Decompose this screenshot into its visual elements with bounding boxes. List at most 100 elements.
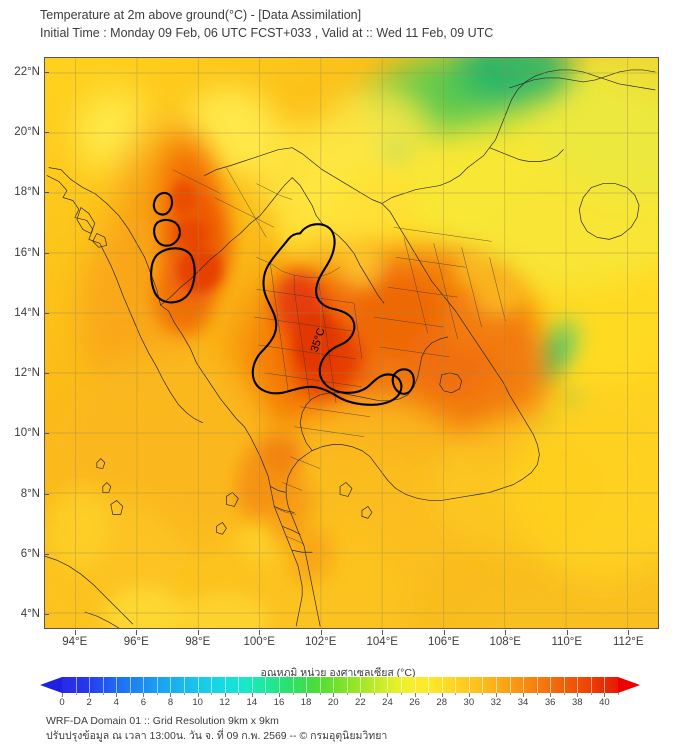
x-tick-mark	[505, 630, 507, 635]
x-tick-mark	[259, 630, 261, 635]
colorbar-tick-label: 30	[463, 697, 475, 708]
colorbar-segment-separator	[75, 677, 77, 693]
colorbar-minor-tick	[184, 693, 186, 695]
colorbar-tick-label: 8	[167, 697, 174, 708]
colorbar-extend-high	[618, 677, 640, 693]
colorbar-tick-mark	[197, 693, 199, 697]
colorbar-segment-separator	[170, 677, 172, 693]
colorbar-segment-separator	[224, 677, 226, 693]
colorbar-tick-mark	[577, 693, 579, 697]
colorbar-segment-separator	[373, 677, 375, 693]
colorbar-minor-tick	[482, 693, 484, 695]
y-tick-label: 20°N	[14, 126, 40, 139]
x-tick-label: 98°E	[185, 636, 211, 648]
colorbar-segment-separator	[278, 677, 280, 693]
colorbar-tick-label: 20	[327, 697, 339, 708]
colorbar-title: อุณหภูมิ หน่วย องศาเซลเซียส (°C)	[260, 667, 416, 679]
x-tick-label: 112°E	[612, 636, 644, 648]
colorbar-minor-tick	[536, 693, 538, 695]
colorbar-tick-mark	[523, 693, 525, 697]
colorbar-minor-tick	[428, 693, 430, 695]
colorbar-minor-tick	[618, 693, 619, 695]
colorbar-tick-mark	[143, 693, 145, 697]
y-tick-label: 22°N	[14, 66, 40, 79]
colorbar-segment-separator	[387, 677, 389, 693]
colorbar-tick-label: 28	[436, 697, 447, 708]
colorbar-segment-separator	[102, 677, 104, 693]
colorbar-segment-separator	[346, 677, 348, 693]
colorbar-tick-label: 32	[490, 697, 502, 708]
y-tick-label: 8°N	[20, 487, 40, 500]
x-tick-mark	[136, 630, 138, 635]
x-tick-mark	[74, 630, 76, 635]
colorbar-tick-mark	[441, 693, 443, 697]
y-axis: 22°N 20°N 18°N 16°N 14°N 12°N 10°N 8°N 6…	[0, 57, 40, 629]
colorbar-minor-tick	[75, 693, 77, 695]
y-tick-mark	[44, 433, 49, 435]
colorbar-tick-mark	[360, 693, 362, 697]
colorbar-extend-low	[40, 677, 62, 693]
colorbar-minor-tick	[563, 693, 565, 695]
colorbar-segment-separator	[604, 677, 606, 693]
footer-block: WRF-DA Domain 01 :: Grid Resolution 9km …	[46, 714, 646, 744]
colorbar-tick-label: 36	[544, 697, 556, 708]
colorbar-minor-tick	[401, 693, 403, 695]
colorbar-segment-separator	[333, 677, 335, 693]
colorbar-ticks: 0 2 4 6 8 10 12 14 16 18 20 22 24 26 28 30 32 34 36 38 40	[40, 693, 640, 711]
colorbar[interactable]	[40, 677, 640, 693]
colorbar-body[interactable]	[62, 677, 618, 693]
y-tick-mark	[44, 553, 49, 555]
colorbar-segment-separator	[319, 677, 321, 693]
colorbar-segment-separator	[292, 677, 294, 693]
colorbar-minor-tick	[102, 693, 104, 695]
colorbar-tick-mark	[495, 693, 497, 697]
y-tick-label: 10°N	[14, 427, 40, 440]
colorbar-segment-separator	[563, 677, 565, 693]
colorbar-tick-mark	[387, 693, 389, 697]
colorbar-tick-label: 18	[300, 697, 312, 708]
colorbar-minor-tick	[455, 693, 457, 695]
y-tick-mark	[44, 252, 49, 254]
y-tick-mark	[44, 72, 49, 74]
colorbar-minor-tick	[373, 693, 375, 695]
colorbar-tick-label: 40	[599, 697, 610, 708]
y-tick-mark	[44, 312, 49, 314]
colorbar-tick-mark	[170, 693, 172, 697]
x-tick-label: 108°E	[489, 636, 521, 648]
colorbar-tick-label: 0	[59, 697, 65, 708]
chart-title-block: Temperature at 2m above ground(°C) - [Da…	[40, 6, 660, 42]
colorbar-segment-separator	[129, 677, 131, 693]
colorbar-tick-mark	[251, 693, 253, 697]
colorbar-segment-separator	[265, 677, 267, 693]
chart-title-line1: Temperature at 2m above ground(°C) - [Da…	[40, 8, 362, 22]
map-plot-area[interactable]: 35°C	[44, 57, 659, 629]
colorbar-segment-separator	[536, 677, 538, 693]
colorbar-tick-mark	[468, 693, 470, 697]
colorbar-tick-mark	[306, 693, 308, 697]
colorbar-minor-tick	[319, 693, 321, 695]
colorbar-tick-label: 26	[409, 697, 420, 708]
x-tick-label: 100°E	[243, 636, 275, 648]
colorbar-gradient	[62, 677, 618, 693]
colorbar-tick-label: 34	[517, 697, 529, 708]
y-tick-label: 14°N	[14, 306, 40, 319]
temperature-contour-35c: 35°C	[150, 191, 415, 406]
lat-lon-gridlines	[45, 58, 658, 628]
contour-label-35c: 35°C	[309, 327, 328, 354]
colorbar-tick-mark	[116, 693, 118, 697]
colorbar-segment-separator	[197, 677, 199, 693]
colorbar-minor-tick	[509, 693, 511, 695]
x-tick-mark	[628, 630, 630, 635]
colorbar-tick-mark	[414, 693, 416, 697]
footer-line1: WRF-DA Domain 01 :: Grid Resolution 9km …	[46, 715, 279, 727]
colorbar-segment-separator	[455, 677, 457, 693]
colorbar-segment-separator	[238, 677, 240, 693]
colorbar-tick-mark	[278, 693, 280, 697]
y-tick-label: 18°N	[14, 186, 40, 199]
colorbar-segment-separator	[523, 677, 525, 693]
colorbar-segment-separator	[428, 677, 430, 693]
colorbar-tick-label: 14	[246, 697, 258, 708]
colorbar-tick-label: 2	[86, 697, 92, 708]
colorbar-tick-mark	[89, 693, 91, 697]
